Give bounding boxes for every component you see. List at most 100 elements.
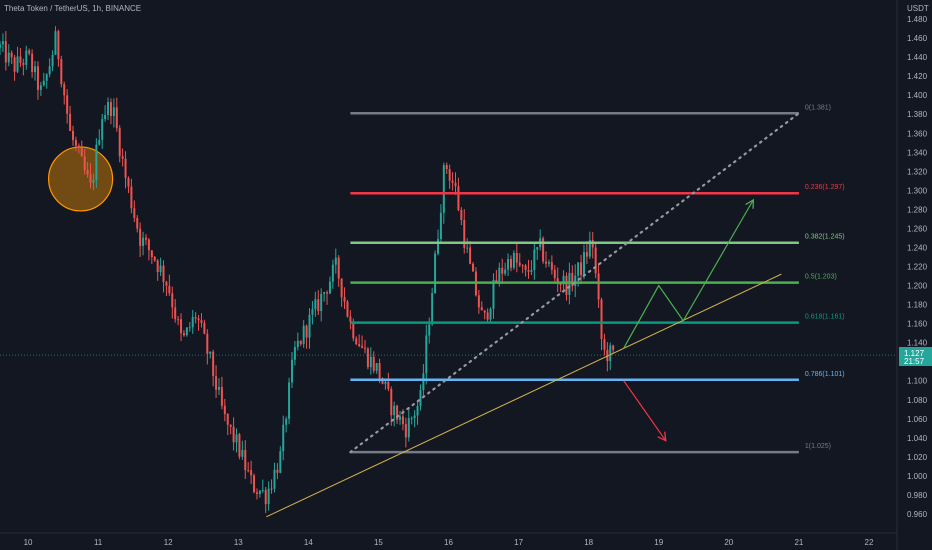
candle-body [407,418,410,438]
candle-body [501,267,504,274]
candle-body [442,165,445,213]
candle-body [153,257,156,261]
candle-body [180,319,183,334]
fib-level-label: 0(1.381) [805,104,831,111]
candle-body [144,237,147,240]
price-tick-label: 1.100 [907,377,928,386]
candle-body [340,278,343,298]
candle-body [305,325,308,338]
candle-body [89,174,92,183]
candle-body [495,279,498,282]
candle-body [597,273,600,300]
candle-body [547,262,550,264]
price-tick-label: 1.360 [907,129,928,138]
candle-body [361,345,364,348]
candle-body [101,119,104,140]
fib-diagonal-line[interactable] [349,112,800,454]
candle-body [238,434,241,457]
candle-body [60,59,63,85]
candle-body [162,265,165,282]
price-tick-label: 0.980 [907,491,928,500]
price-tick-label: 1.260 [907,224,928,233]
candle-body [542,238,545,262]
time-tick-label: 19 [654,538,663,547]
time-tick-label: 18 [584,538,593,547]
candle-body [69,113,72,131]
candle-body [71,130,74,141]
candle-body [74,140,77,146]
candle-body [352,321,355,339]
candle-body [425,335,428,374]
candle-body [42,80,45,86]
candle-body [480,307,483,311]
bullish-projection-arrow[interactable] [623,199,754,349]
symbol-title: Theta Token / TetherUS, 1h, BINANCE [4,4,142,13]
candle-body [104,115,107,120]
candle-body [375,363,378,371]
price-tick-label: 1.020 [907,453,928,462]
candle-body [127,177,130,187]
candle-body [469,247,472,264]
candle-body [156,260,159,273]
candle-body [174,307,177,320]
current-price-tag [899,347,932,367]
trend-line[interactable] [266,273,782,518]
candle-body [142,237,145,246]
candle-body [25,50,28,65]
fib-level-label: 0.5(1.203) [805,274,837,281]
candle-body [463,219,466,248]
candle-body [574,275,577,287]
candle-body [273,469,276,489]
drawings-layer[interactable] [266,112,800,518]
candle-body [436,239,439,254]
candle-body [159,265,162,273]
price-tick-label: 0.960 [907,510,928,519]
candle-body [86,169,89,175]
candle-body [594,247,597,274]
price-tick-label: 1.140 [907,339,928,348]
bearish-projection-arrow[interactable] [623,380,667,442]
candle-body [124,158,127,178]
candle-body [255,492,258,494]
candle-body [206,333,209,354]
candle-body [401,416,404,425]
candle-body [285,418,288,425]
candle-body [553,269,556,279]
candle-body [22,62,25,65]
candle-body [267,488,270,505]
candle-body [200,320,203,323]
candle-body [241,449,244,457]
candle-body [57,31,60,60]
candle-body [279,451,282,473]
candle-body [28,50,31,54]
candle-body [36,66,39,90]
candle-body [191,317,194,328]
candle-body [63,84,66,96]
time-tick-label: 20 [724,538,733,547]
fib-level-label: 1(1.025) [805,443,831,450]
candle-body [95,144,98,180]
candle-body [326,292,329,294]
price-tick-label: 1.180 [907,301,928,310]
candle-body [253,475,256,493]
candle-body [34,66,37,73]
candle-body [334,257,337,265]
price-tick-label: 1.340 [907,148,928,157]
price-tick-label: 1.060 [907,415,928,424]
candle-body [399,416,402,420]
candle-body [293,347,296,360]
candle-body [276,469,279,473]
candle-body [209,351,212,354]
candle-body [390,389,393,416]
candle-body [311,309,314,315]
price-tick-label: 1.220 [907,263,928,272]
price-tick-label: 1.420 [907,72,928,81]
candle-body [212,351,215,377]
candle-body [530,270,533,272]
candle-body [282,424,285,452]
candle-body [232,426,235,443]
bar-countdown: 21:57 [904,357,925,366]
highlight-circle[interactable] [47,146,114,212]
